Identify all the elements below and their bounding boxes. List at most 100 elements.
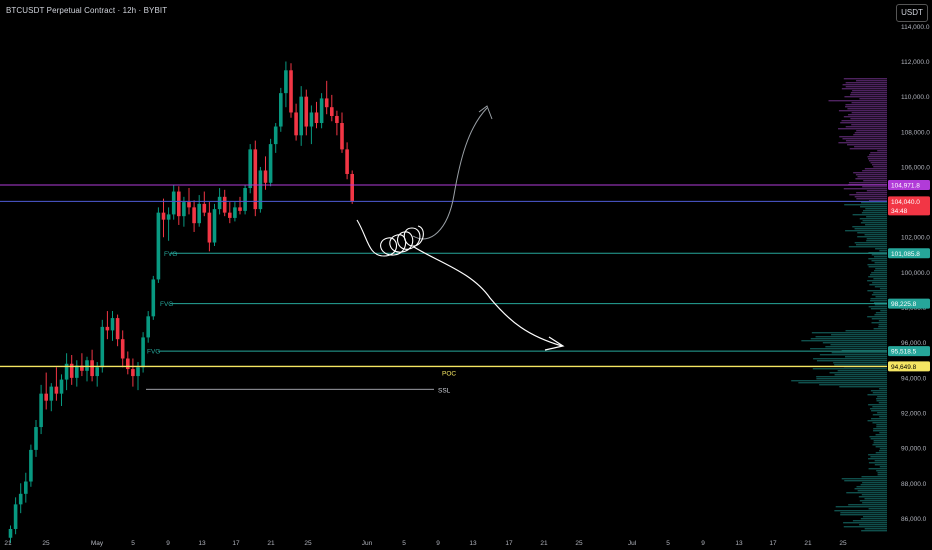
volume-profile-bar [843, 526, 887, 528]
volume-profile-bar [850, 118, 887, 120]
volume-profile-bar [816, 376, 887, 378]
y-tick-label: 96,000.0 [901, 340, 927, 347]
volume-profile-bar [819, 354, 887, 356]
volume-profile-bar [828, 100, 887, 102]
y-tick-label: 88,000.0 [901, 481, 927, 488]
fvg-price-badge [888, 248, 930, 259]
candlestick-series [8, 61, 354, 544]
volume-profile-bar [861, 530, 887, 532]
fvg-price-badge-text: 95,518.5 [891, 349, 917, 356]
candle-body [69, 363, 74, 378]
volume-profile-bar [875, 248, 887, 250]
volume-profile-bar [850, 94, 887, 96]
volume-profile-bar [879, 432, 887, 434]
volume-profile-bar [863, 210, 887, 212]
volume-profile-bar [869, 200, 887, 202]
volume-profile-bar [880, 310, 887, 312]
volume-profile-bar [864, 168, 887, 170]
currency-button[interactable]: USDT [896, 4, 928, 22]
volume-profile-bar [879, 288, 887, 290]
volume-profile-bar [879, 250, 887, 252]
x-tick-label: 17 [505, 540, 513, 547]
candle-body [161, 212, 166, 220]
volume-profile-bar [841, 120, 887, 122]
volume-profile-bar [815, 336, 887, 338]
volume-profile-bar [864, 234, 887, 236]
volume-profile-bar [877, 474, 887, 476]
volume-profile-bar [838, 110, 887, 112]
scribble-path [356, 219, 424, 257]
candle-body [233, 207, 237, 218]
ssl-label: SSL [438, 387, 451, 394]
volume-profile-bar [876, 400, 887, 402]
x-tick-label: 9 [166, 540, 170, 547]
candle-body [253, 149, 258, 210]
volume-profile-bar [866, 190, 887, 192]
volume-profile-bar [856, 198, 887, 200]
volume-profile-bar [831, 334, 887, 336]
candle-body [18, 493, 23, 505]
y-tick-label: 112,000.0 [901, 59, 930, 66]
volume-profile-bar [873, 166, 887, 168]
x-tick-label: May [91, 540, 104, 547]
volume-profile-bar [874, 464, 887, 466]
volume-profile-bar [868, 160, 887, 162]
volume-profile-bar [854, 146, 887, 148]
volume-profile-bar [839, 386, 887, 388]
candle-body [309, 112, 314, 127]
candle-body [44, 393, 48, 401]
candle-body [182, 202, 186, 217]
volume-profile-bar [862, 170, 887, 172]
volume-profile-bar [871, 410, 887, 412]
hand-drawn-projections [356, 105, 565, 351]
fvg-label: FVG [160, 301, 173, 308]
volume-profile-bar [810, 338, 887, 340]
volume-profile-bar [869, 436, 887, 438]
volume-profile-bar [872, 422, 887, 424]
volume-profile-bar [873, 302, 887, 304]
volume-profile-bar [843, 188, 887, 190]
candle-body [217, 196, 222, 210]
candle-body [243, 188, 247, 211]
resistance-price-badge-text: 104,971.8 [891, 183, 920, 190]
volume-profile-bar [872, 444, 887, 446]
candle-body [64, 363, 69, 380]
volume-profile-bar [862, 220, 887, 222]
candle-body [350, 173, 354, 202]
candle-body [238, 207, 242, 211]
fvg-price-badge [888, 298, 930, 309]
candle-body [207, 212, 212, 243]
volume-profile-bar [838, 128, 887, 130]
volume-profile-bar [875, 452, 887, 454]
volume-profile-bar [867, 280, 887, 282]
volume-profile-bar [879, 450, 887, 452]
y-tick-label: 102,000.0 [901, 235, 930, 242]
volume-profile [791, 78, 887, 532]
volume-profile-bar [847, 144, 887, 146]
last-price-badge [888, 196, 930, 216]
candle-body [24, 481, 28, 494]
volume-profile-bar [860, 518, 887, 520]
volume-profile-bar [860, 222, 887, 224]
volume-profile-bar [858, 496, 887, 498]
volume-profile-bar [874, 304, 887, 306]
volume-profile-bar [854, 196, 887, 198]
volume-profile-bar [801, 340, 887, 342]
volume-profile-bar [868, 458, 887, 460]
volume-profile-bar [835, 506, 887, 508]
volume-profile-bar [875, 296, 887, 298]
volume-profile-bar [834, 364, 887, 366]
volume-profile-bar [867, 290, 887, 292]
volume-profile-bar [845, 106, 887, 108]
volume-profile-bar [873, 440, 887, 442]
x-tick-label: 5 [666, 540, 670, 547]
candle-body [90, 360, 94, 377]
volume-profile-bar [868, 258, 887, 260]
volume-profile-bar [878, 324, 887, 326]
x-tick-label: Jul [628, 540, 637, 547]
volume-profile-bar [813, 358, 887, 360]
x-tick-label: 5 [402, 540, 406, 547]
candle-body [279, 93, 283, 127]
volume-profile-bar [852, 214, 887, 216]
